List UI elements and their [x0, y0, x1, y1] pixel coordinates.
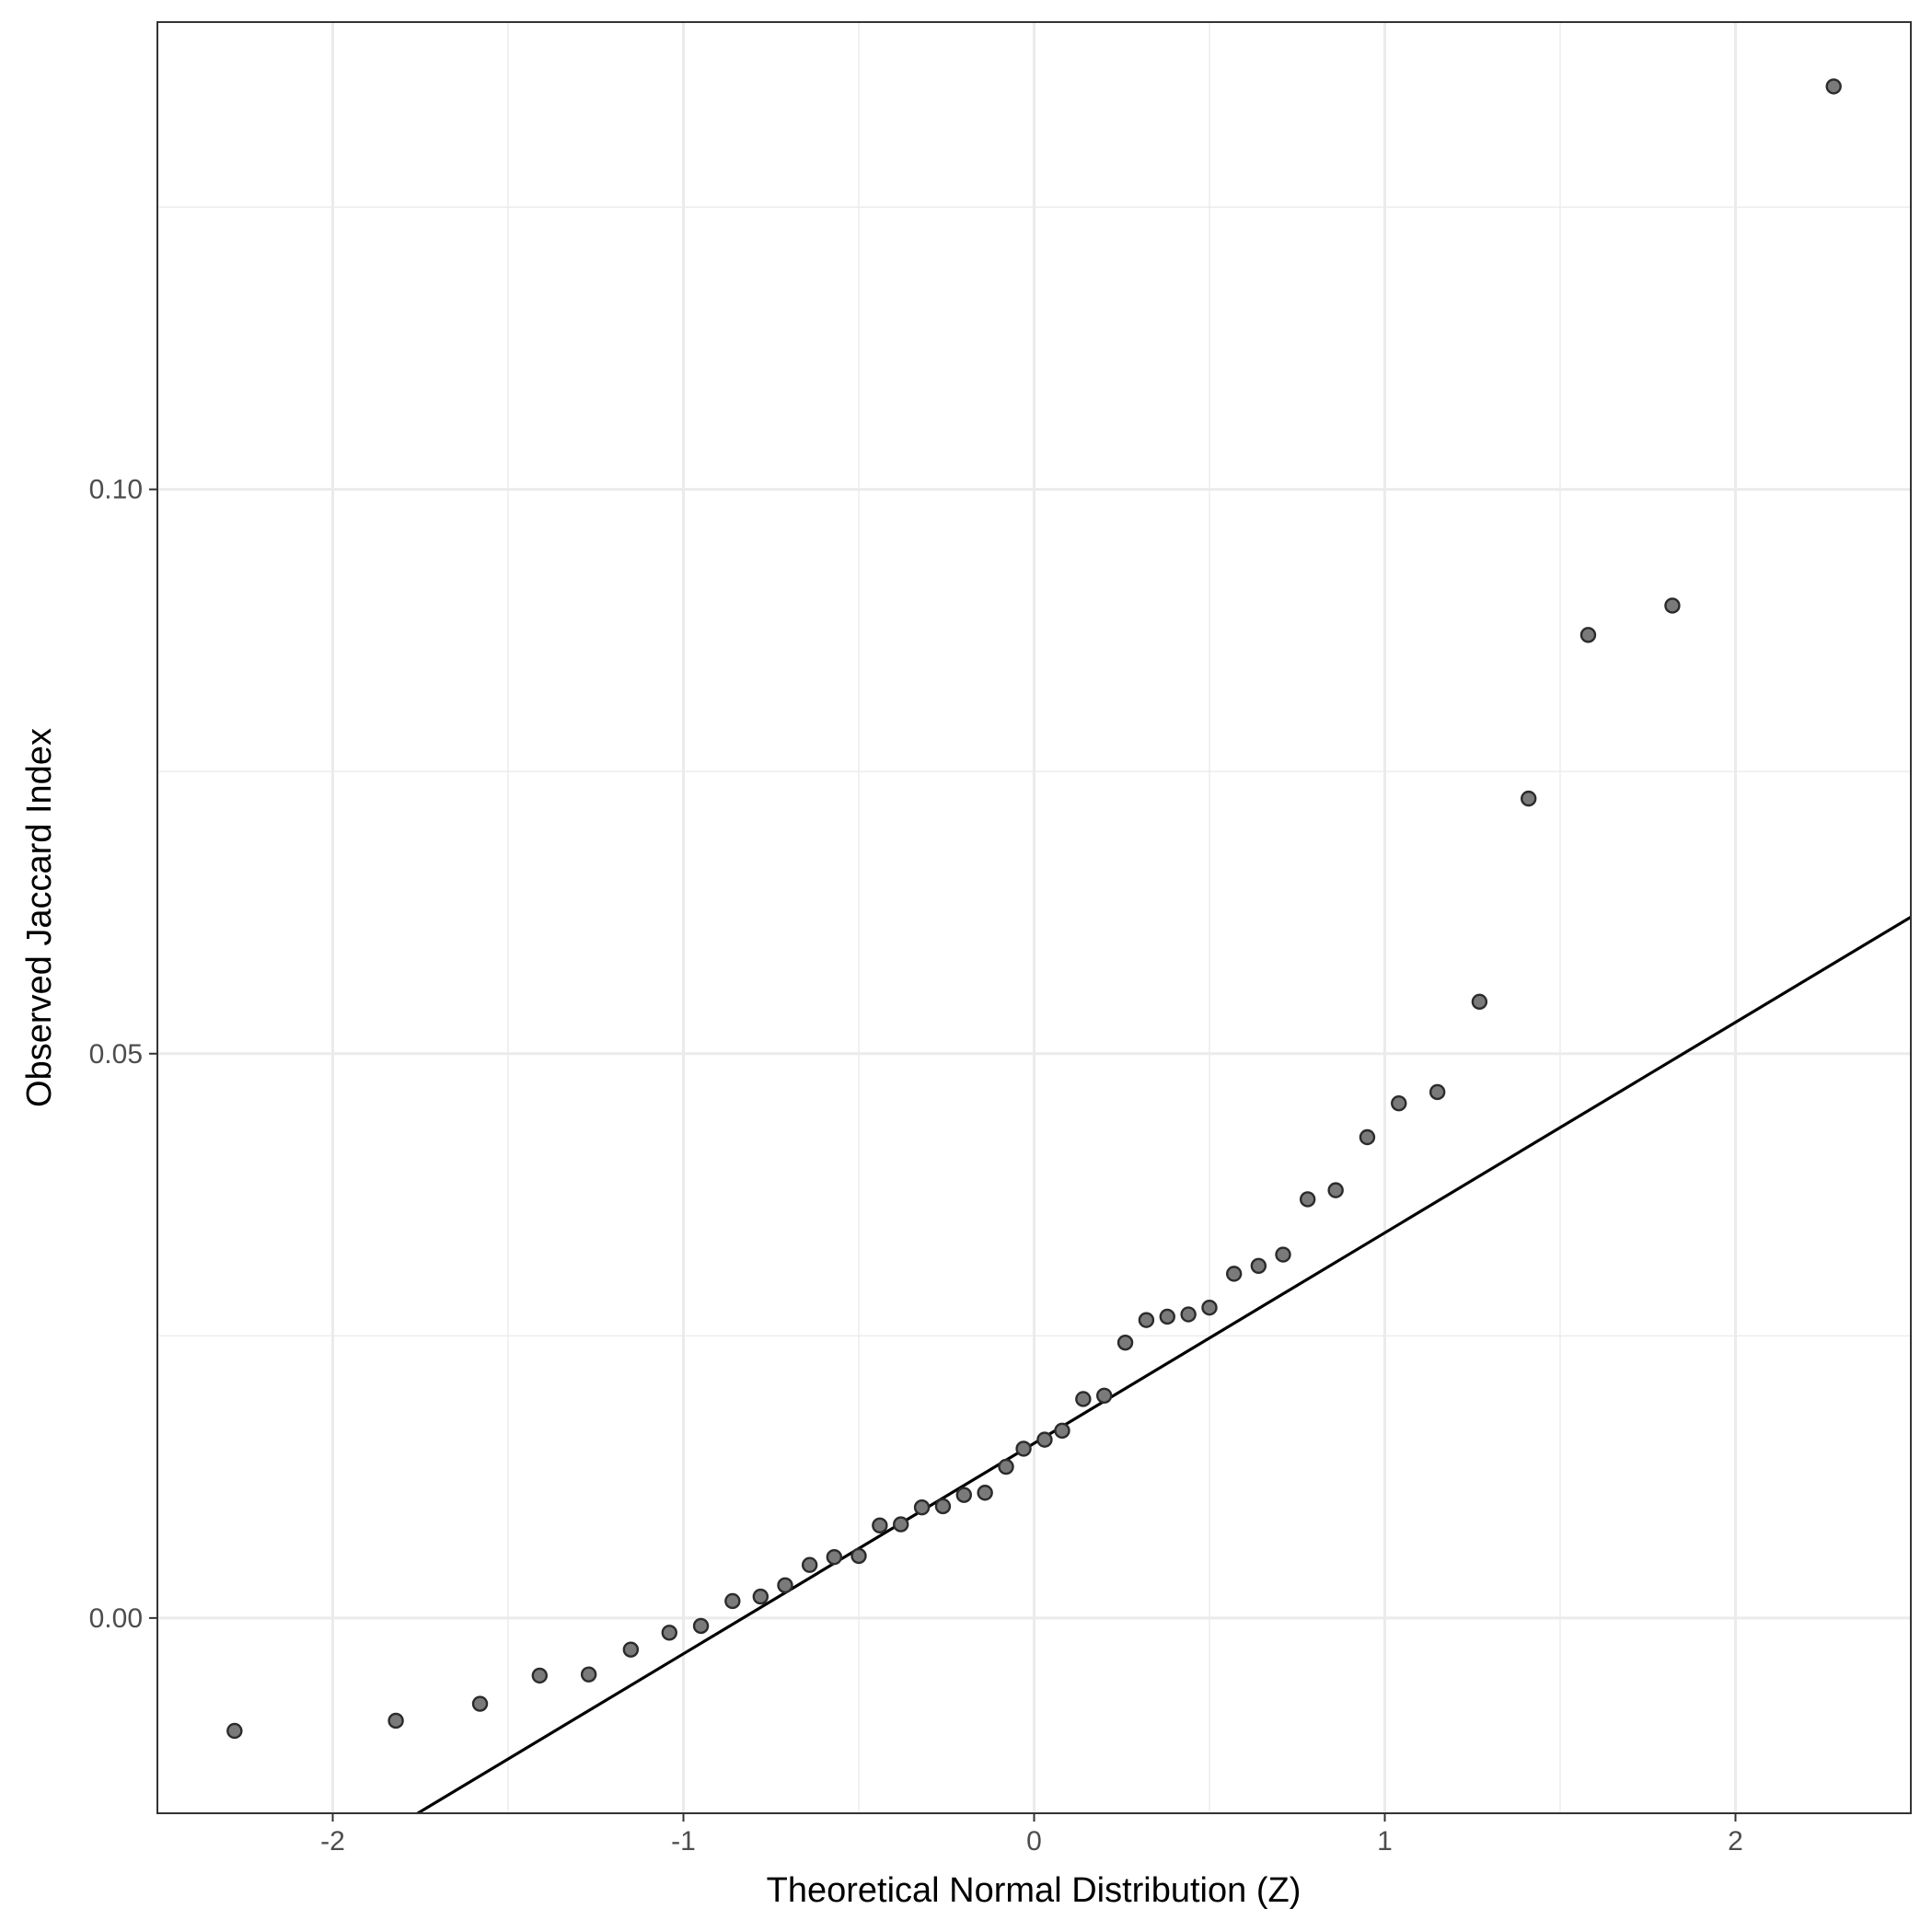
data-point [998, 1458, 1014, 1475]
data-point [1180, 1306, 1197, 1323]
data-point [1299, 1191, 1316, 1208]
data-point [692, 1617, 710, 1635]
x-axis-title: Theoretical Normal Distribution (Z) [767, 1871, 1301, 1910]
data-point [580, 1666, 597, 1683]
data-point [1825, 78, 1842, 95]
reference-line-layer [414, 915, 1911, 1813]
x-tick-label: 0 [1026, 1826, 1042, 1857]
y-tick-label: 0.05 [89, 1039, 143, 1070]
data-point [1054, 1422, 1070, 1440]
data-point [893, 1516, 909, 1533]
data-point [1391, 1095, 1407, 1112]
data-point [1138, 1312, 1155, 1328]
data-point [1225, 1266, 1243, 1282]
data-point [1159, 1308, 1175, 1325]
data-point [661, 1625, 677, 1641]
data-point [1327, 1182, 1344, 1198]
grid-lines [157, 22, 1911, 1813]
data-point [801, 1556, 818, 1573]
data-point [850, 1547, 867, 1565]
data-point [724, 1592, 741, 1610]
data-point [1036, 1431, 1053, 1448]
data-point [226, 1722, 243, 1740]
data-point [934, 1498, 952, 1515]
axes: -2 -1 0 1 2 0.00 0.05 0.10 [89, 475, 1743, 1857]
data-point [1579, 627, 1597, 643]
data-point [955, 1487, 973, 1503]
x-tick-label: -1 [671, 1826, 696, 1857]
data-point [1471, 993, 1488, 1011]
x-tick-label: 2 [1728, 1826, 1743, 1857]
data-point [622, 1641, 640, 1658]
y-tick-label: 0.10 [89, 475, 143, 505]
data-point [752, 1588, 769, 1605]
data-point [1075, 1391, 1092, 1407]
data-point [913, 1498, 931, 1516]
data-point [1429, 1083, 1446, 1101]
data-point [1275, 1246, 1291, 1263]
data-point [388, 1712, 404, 1730]
data-point [826, 1548, 843, 1566]
data-point [1015, 1440, 1032, 1457]
x-tick-label: 1 [1377, 1826, 1393, 1857]
data-point [471, 1695, 489, 1712]
x-tick-label: -2 [320, 1826, 345, 1857]
data-point [977, 1485, 993, 1501]
data-points [226, 78, 1842, 1740]
data-point [777, 1577, 793, 1594]
data-point [531, 1667, 548, 1684]
data-point [1521, 790, 1537, 807]
data-point [872, 1517, 888, 1534]
data-point [1095, 1387, 1113, 1405]
y-axis-title: Observed Jaccard Index [20, 728, 59, 1107]
data-point [1116, 1334, 1134, 1351]
y-tick-label: 0.00 [89, 1603, 143, 1634]
data-point [1664, 597, 1681, 614]
data-point [1359, 1128, 1376, 1146]
reference-line [414, 915, 1911, 1813]
data-point [1250, 1257, 1267, 1274]
data-point [1201, 1299, 1218, 1316]
